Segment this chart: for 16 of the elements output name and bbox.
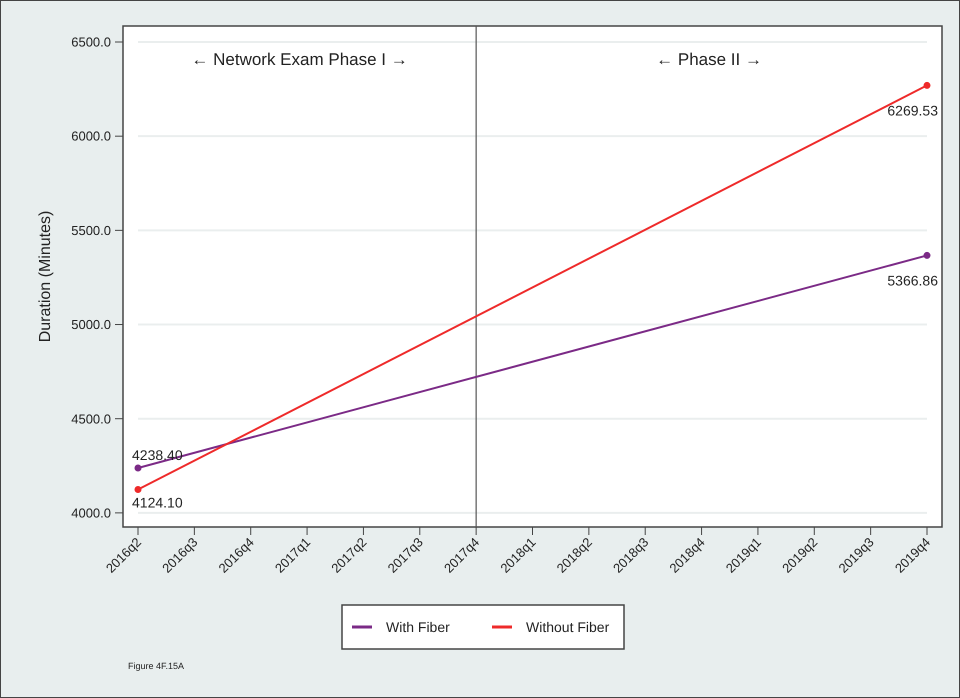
- y-tick-label: 5000.0: [71, 317, 111, 332]
- annotation: ← Phase II →: [656, 50, 762, 69]
- y-tick-label: 6000.0: [71, 128, 111, 144]
- legend-label: With Fiber: [386, 618, 450, 635]
- data-label: 4238.40: [132, 446, 183, 463]
- y-tick-label: 6500.0: [71, 34, 111, 50]
- annotation: ← Network Exam Phase I →: [191, 50, 408, 69]
- legend-label: Without Fiber: [526, 618, 610, 635]
- y-axis-title: Duration (Minutes): [37, 210, 54, 342]
- data-label: 5366.86: [887, 272, 938, 288]
- data-label: 6269.53: [887, 102, 938, 118]
- data-label: 4124.10: [132, 494, 183, 510]
- caption: Figure 4F.15A: [128, 661, 184, 671]
- y-tick-label: 4000.0: [71, 505, 111, 520]
- y-tick-label: 5500.0: [71, 222, 111, 238]
- y-tick-label: 4500.0: [71, 411, 111, 426]
